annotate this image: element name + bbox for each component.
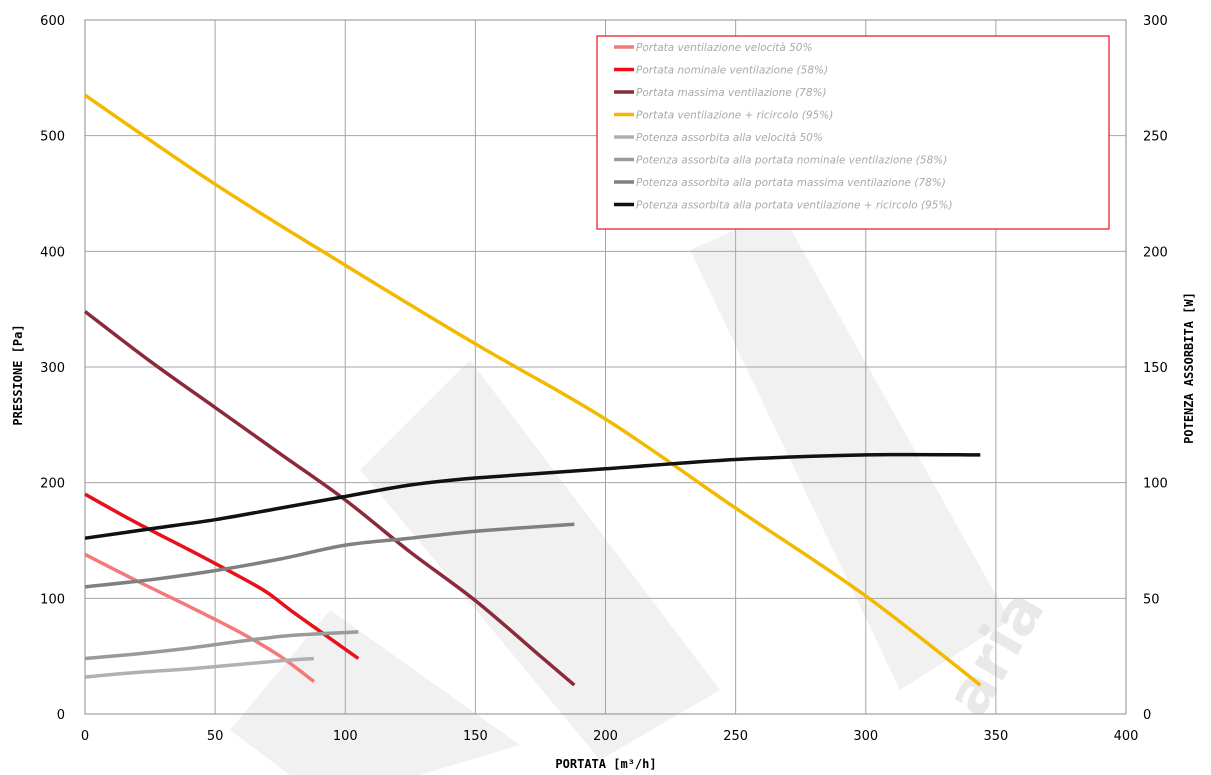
y2-tick-label: 0: [1143, 708, 1151, 723]
series-line-4: [84, 93, 982, 687]
x-tick-label: 250: [723, 729, 748, 744]
x-tick-label: 350: [983, 729, 1008, 744]
legend: Portata ventilazione velocità 50% Portata…: [596, 35, 1110, 230]
y2-tick-label: 50: [1143, 592, 1160, 607]
x-tick-label: 300: [853, 729, 878, 744]
legend-item-label: Portata nominale ventilazione (58%): [636, 65, 828, 77]
legend-item-label: Potenza assorbita alla velocità 50%: [636, 132, 823, 144]
y2-tick-label: 100: [1143, 477, 1168, 492]
legend-item-label: Potenza assorbita alla portata massima v…: [636, 177, 946, 189]
series-group: [83, 93, 982, 687]
series-line-1: [84, 552, 316, 683]
series-line-5: [84, 656, 315, 679]
x-tick-label: 50: [207, 729, 224, 744]
y2-axis-title: POTENZA ASSORBITA [W]: [1182, 292, 1196, 444]
x-tick-label: 0: [81, 729, 89, 744]
x-axis-title: PORTATA [m³/h]: [555, 757, 656, 771]
legend-item-label: Portata ventilazione + ricircolo (95%): [636, 110, 833, 122]
series-line-6: [84, 630, 359, 661]
x-tick-label: 150: [463, 729, 488, 744]
x-tick-label: 400: [1114, 729, 1139, 744]
x-tick-label: 200: [593, 729, 618, 744]
series-line-7: [84, 522, 575, 589]
legend-item-label: Potenza assorbita alla portata nominale …: [636, 155, 947, 167]
y-tick-label: 400: [40, 245, 65, 260]
axes: 0 50 100 150 200 250 300 350 4000100200300400500…: [40, 14, 1168, 744]
y2-tick-label: 250: [1143, 130, 1168, 145]
y-tick-label: 600: [40, 14, 65, 29]
y-tick-label: 300: [40, 361, 65, 376]
y-tick-label: 500: [40, 130, 65, 145]
legend-item-label: Portata ventilazione velocità 50%: [636, 42, 812, 54]
legend-box: [596, 35, 1110, 230]
legend-item-label: Portata massima ventilazione (78%): [636, 87, 827, 99]
y-tick-label: 100: [40, 592, 65, 607]
series-line-3: [83, 310, 576, 687]
series-line-8: [84, 452, 981, 540]
y-tick-label: 200: [40, 477, 65, 492]
y2-tick-label: 200: [1143, 245, 1168, 260]
y-axis-title: PRESSIONE [Pa]: [11, 324, 25, 425]
plot-frame: [84, 19, 1127, 715]
y-tick-label: 0: [57, 708, 65, 723]
y2-tick-label: 300: [1143, 14, 1168, 29]
series-line-2: [84, 492, 360, 660]
x-tick-label: 100: [333, 729, 358, 744]
y2-tick-label: 150: [1143, 361, 1168, 376]
legend-item-label: Potenza assorbita alla portata ventilazi…: [636, 200, 953, 212]
watermark: aria: [230, 210, 1059, 775]
